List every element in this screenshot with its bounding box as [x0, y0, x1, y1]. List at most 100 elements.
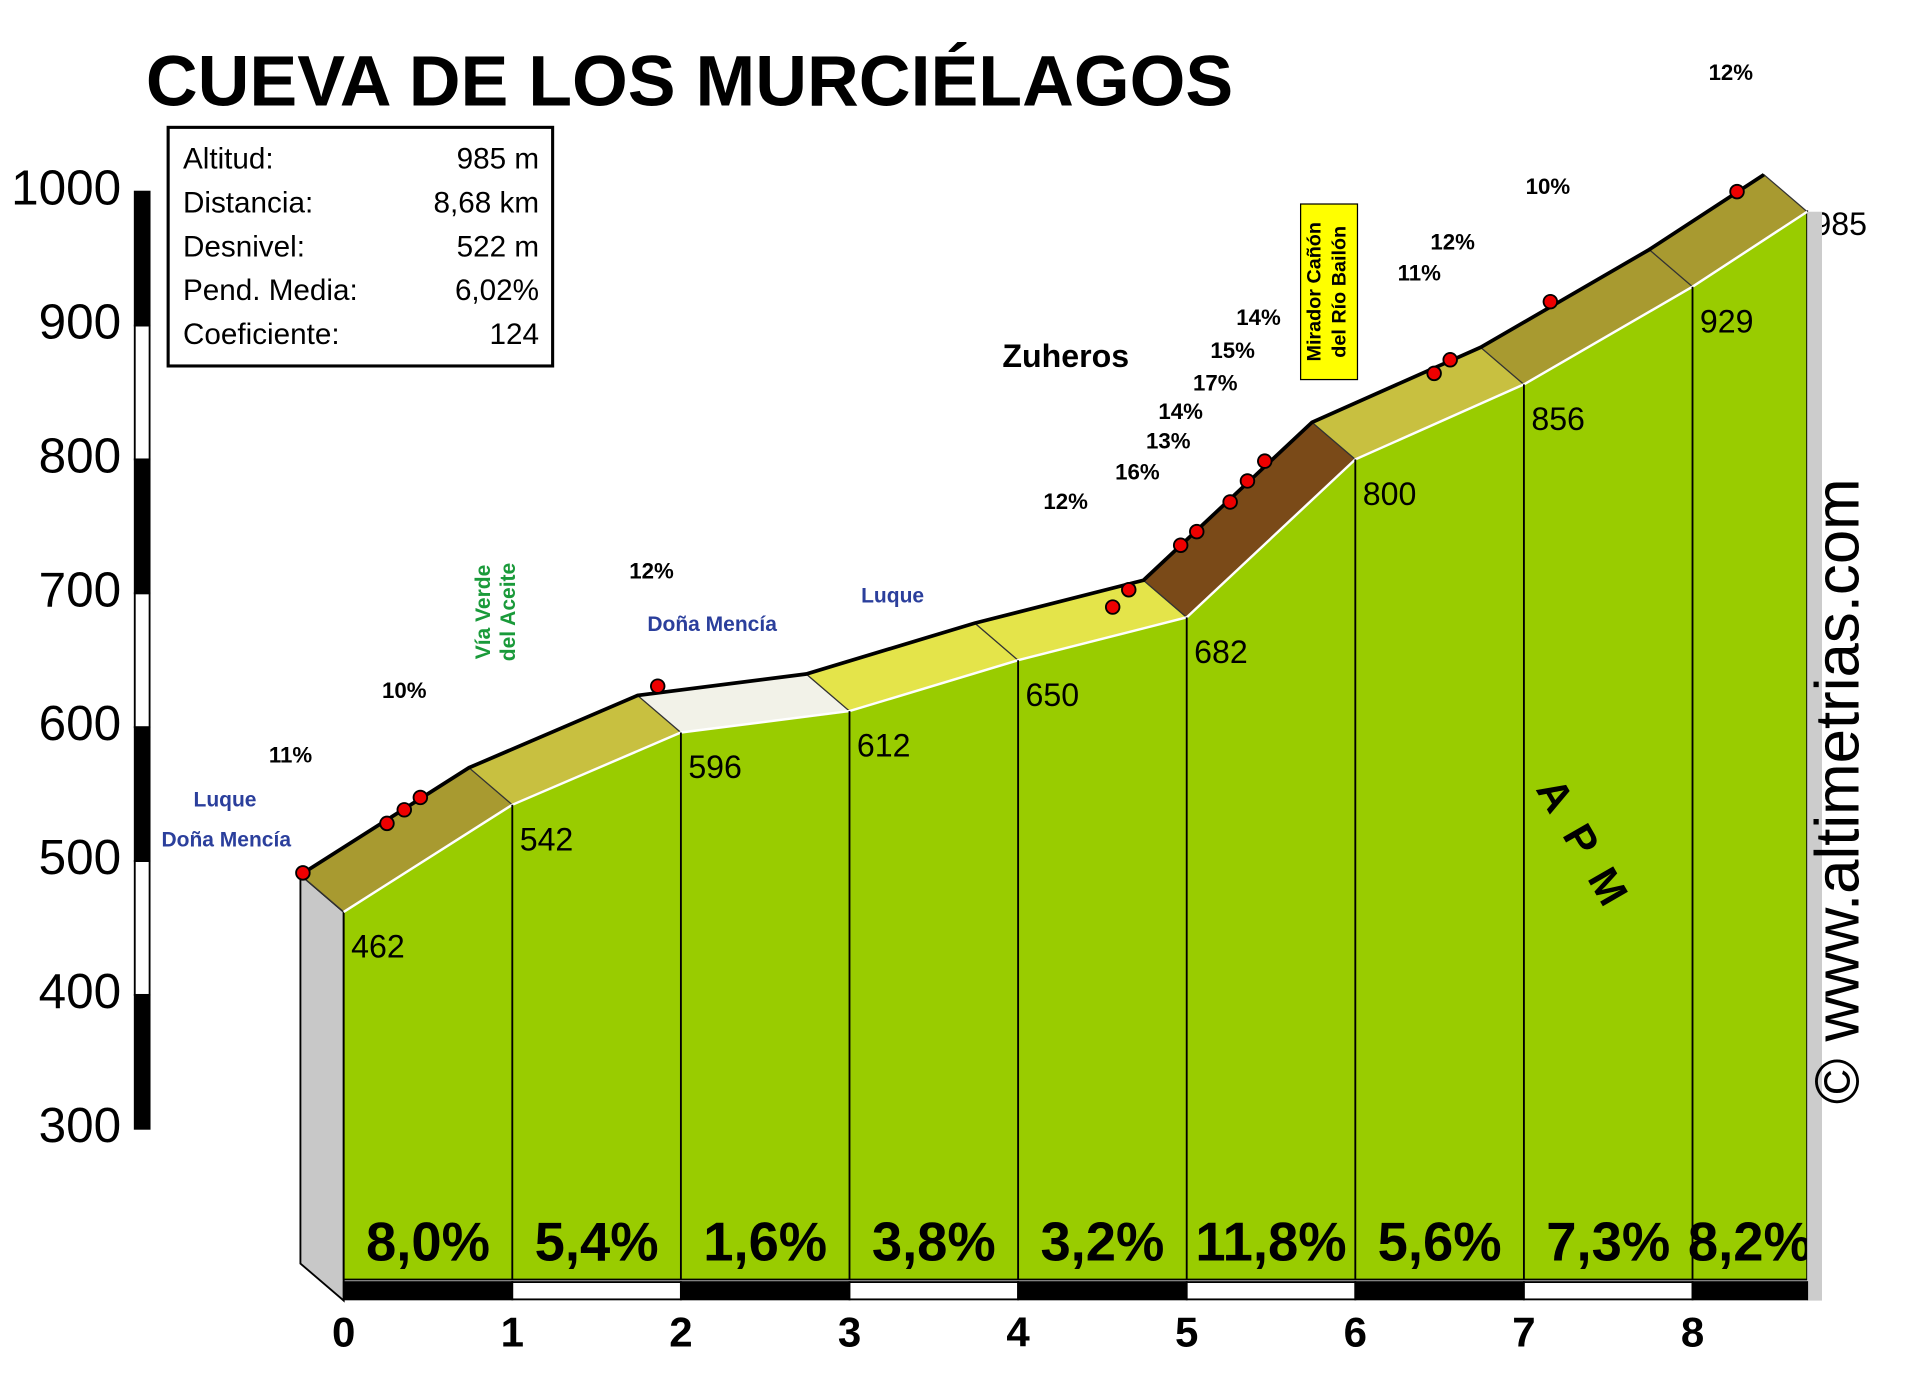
point-marker — [1426, 365, 1442, 382]
point-marker — [1729, 183, 1745, 200]
x-tick-label: 4 — [1006, 1308, 1030, 1355]
annotation: 14% — [1236, 305, 1281, 330]
y-axis-band — [133, 860, 151, 996]
y-tick-label: 700 — [39, 562, 121, 617]
segment-gradient: 3,8% — [872, 1212, 996, 1273]
point-marker — [1442, 352, 1458, 368]
y-tick-label: 500 — [39, 830, 121, 885]
x-tick-label: 6 — [1344, 1308, 1367, 1355]
side-face — [299, 872, 345, 1303]
point-marker — [295, 865, 311, 881]
elevation-label: 682 — [1194, 634, 1248, 670]
annotation: 14% — [1158, 399, 1203, 424]
annotation: © www.altimetrias.com — [1803, 478, 1872, 1104]
point-marker — [412, 789, 429, 806]
point-marker — [1104, 599, 1121, 615]
annotation: Vía Verde — [472, 565, 495, 660]
y-tick-label: 400 — [39, 964, 121, 1019]
elevation-label: 985 — [1813, 206, 1867, 242]
mirador-sign — [1299, 203, 1359, 381]
point-marker — [1542, 293, 1559, 310]
annotation: 13% — [1146, 428, 1191, 453]
segment-gradient: 5,6% — [1378, 1212, 1502, 1273]
x-axis-band — [1522, 1281, 1694, 1301]
annotation: 17% — [1193, 370, 1238, 395]
annotation: Luque — [861, 585, 924, 608]
y-tick-label: 300 — [39, 1098, 121, 1153]
right-shadow — [1807, 211, 1823, 1301]
x-axis-band — [1017, 1281, 1188, 1301]
annotation: 11% — [269, 743, 313, 768]
y-axis-band — [133, 726, 151, 862]
elevation-label: 462 — [351, 928, 405, 964]
x-tick-label: 7 — [1512, 1308, 1535, 1355]
annotation: 15% — [1210, 338, 1255, 363]
x-tick-label: 2 — [669, 1308, 692, 1355]
segment-gradient: 7,3% — [1546, 1212, 1670, 1273]
annotation: del Río Bailón — [1328, 226, 1350, 358]
y-tick-label: 600 — [39, 696, 121, 751]
x-axis-band — [1185, 1281, 1357, 1301]
elevation-label: 612 — [857, 728, 911, 764]
point-marker — [396, 802, 413, 818]
stats-box — [166, 125, 555, 368]
stat-value: 124 — [490, 318, 539, 351]
annotation: Mirador Cañón — [1304, 222, 1326, 361]
point-marker — [1257, 453, 1273, 469]
elevation-label: 929 — [1700, 303, 1754, 339]
y-tick-label: 800 — [39, 428, 121, 483]
chart-title: CUEVA DE LOS MURCIÉLAGOS — [146, 41, 1233, 121]
y-axis-band — [133, 993, 151, 1130]
x-tick-label: 5 — [1175, 1308, 1198, 1355]
road-edge — [299, 173, 1765, 877]
annotation: 12% — [629, 558, 674, 583]
annotation: 12% — [1430, 229, 1475, 254]
annotation: 11% — [1398, 260, 1442, 285]
elevation-label: 856 — [1531, 401, 1585, 437]
point-marker — [1222, 494, 1238, 510]
annotation: 12% — [1043, 489, 1088, 514]
elevation-label: 542 — [520, 821, 574, 857]
elevation-label: 800 — [1363, 476, 1417, 512]
segment-gradient: 11,8% — [1195, 1212, 1346, 1273]
stat-value: 6,02% — [455, 274, 539, 307]
annotation: 10% — [1526, 174, 1571, 199]
x-tick-label: 8 — [1681, 1308, 1704, 1355]
y-tick-label: 900 — [39, 295, 121, 350]
annotation: Doña Mencía — [161, 828, 291, 851]
y-axis-band — [133, 190, 151, 327]
annotation: Doña Mencía — [647, 613, 777, 636]
y-axis-band — [133, 324, 151, 461]
point-marker — [1172, 537, 1189, 553]
y-axis-band — [133, 592, 151, 729]
elevation-label: 650 — [1026, 677, 1080, 713]
x-axis-band — [511, 1281, 682, 1301]
stat-label: Pend. Media: — [183, 274, 358, 307]
annotation: Luque — [194, 789, 257, 812]
point-marker — [1121, 582, 1137, 598]
stat-label: Coeficiente: — [183, 318, 340, 351]
x-axis-band — [1691, 1281, 1809, 1301]
segment-gradient: 1,6% — [703, 1212, 827, 1273]
annotation: Zuheros — [1002, 338, 1129, 374]
elevation-label: 596 — [688, 749, 742, 785]
point-marker — [379, 815, 395, 832]
stat-label: Distancia: — [183, 186, 313, 219]
x-axis-band — [342, 1281, 514, 1301]
x-tick-label: 1 — [501, 1308, 524, 1355]
x-tick-label: 0 — [332, 1308, 355, 1355]
point-marker — [1189, 523, 1205, 540]
stat-label: Altitud: — [183, 143, 274, 176]
stat-value: 522 m — [457, 230, 539, 263]
point-marker — [649, 678, 666, 694]
stat-label: Desnivel: — [183, 230, 305, 263]
segment-gradient: 5,4% — [535, 1212, 659, 1273]
annotation: 16% — [1115, 459, 1160, 484]
annotation: 12% — [1709, 60, 1754, 85]
stat-value: 985 m — [457, 143, 539, 176]
segment-gradient: 8,0% — [366, 1212, 490, 1273]
point-marker — [1239, 473, 1256, 489]
y-tick-label: 1000 — [11, 161, 121, 216]
